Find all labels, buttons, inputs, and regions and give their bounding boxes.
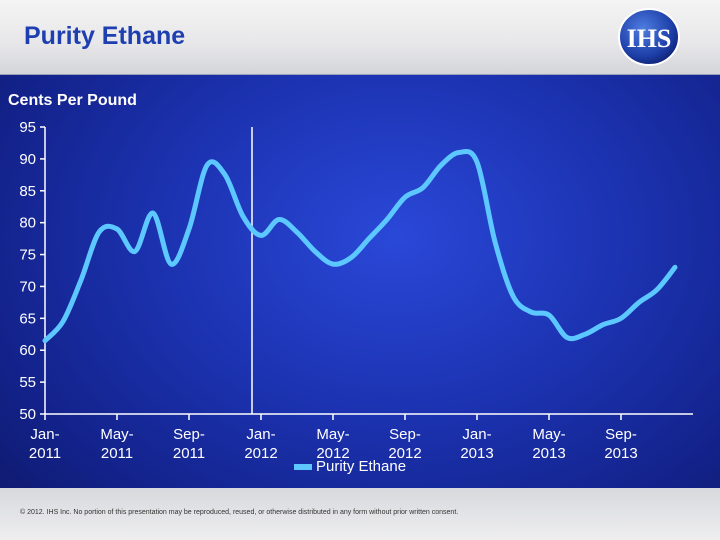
- legend-swatch: [294, 463, 312, 470]
- x-tick-label: 2011: [101, 445, 133, 462]
- y-axis-label: Cents Per Pound: [8, 92, 137, 109]
- y-tick-label: 75: [19, 247, 36, 264]
- y-tick-label: 90: [19, 151, 36, 168]
- y-tick-label: 60: [19, 342, 36, 359]
- x-tick-label: Sep-: [605, 426, 637, 443]
- y-tick-label: 70: [19, 278, 36, 295]
- x-tick-label: 2013: [460, 445, 493, 462]
- series-line-purity-ethane: [42, 148, 678, 344]
- x-tick-label: May-: [316, 426, 349, 443]
- chart-legend: Purity Ethane: [294, 458, 406, 475]
- x-tick-label: May-: [100, 426, 133, 443]
- y-tick-label: 50: [19, 406, 36, 423]
- x-tick-label: 2012: [388, 445, 421, 462]
- y-tick-label: 85: [19, 183, 36, 200]
- x-tick-label: Jan-: [462, 426, 491, 443]
- x-tick-label: Jan-: [246, 426, 275, 443]
- page-title: Purity Ethane: [24, 22, 186, 50]
- x-tick-label: 2011: [173, 445, 205, 462]
- x-tick-label: May-: [532, 426, 565, 443]
- logo-text: IHS: [627, 24, 672, 53]
- x-tick-label: Jan-: [30, 426, 59, 443]
- y-tick-label: 55: [19, 374, 36, 391]
- y-tick-label: 65: [19, 310, 36, 327]
- x-tick-label: Sep-: [389, 426, 421, 443]
- x-tick-label: 2012: [316, 445, 349, 462]
- x-tick-label: 2011: [29, 445, 61, 462]
- x-tick-label: 2013: [532, 445, 565, 462]
- footer-bar: [0, 488, 720, 540]
- x-tick-label: 2013: [604, 445, 637, 462]
- y-tick-label: 80: [19, 215, 36, 232]
- y-tick-label: 95: [19, 119, 36, 136]
- x-tick-label: Sep-: [173, 426, 205, 443]
- slide-background: [0, 75, 720, 540]
- x-tick-label: 2012: [244, 445, 277, 462]
- line-chart: 50 55 60 65 70 75 80 85 90 95 Jan- 2011 May- 2011 Sep-…: [19, 119, 693, 462]
- copyright-text: © 2012. IHS Inc. No portion of this pres…: [20, 509, 459, 516]
- legend-label: Purity Ethane: [316, 458, 407, 475]
- header-bar: Purity Ethane IHS: [0, 0, 720, 75]
- ihs-logo-icon: IHS: [618, 8, 680, 66]
